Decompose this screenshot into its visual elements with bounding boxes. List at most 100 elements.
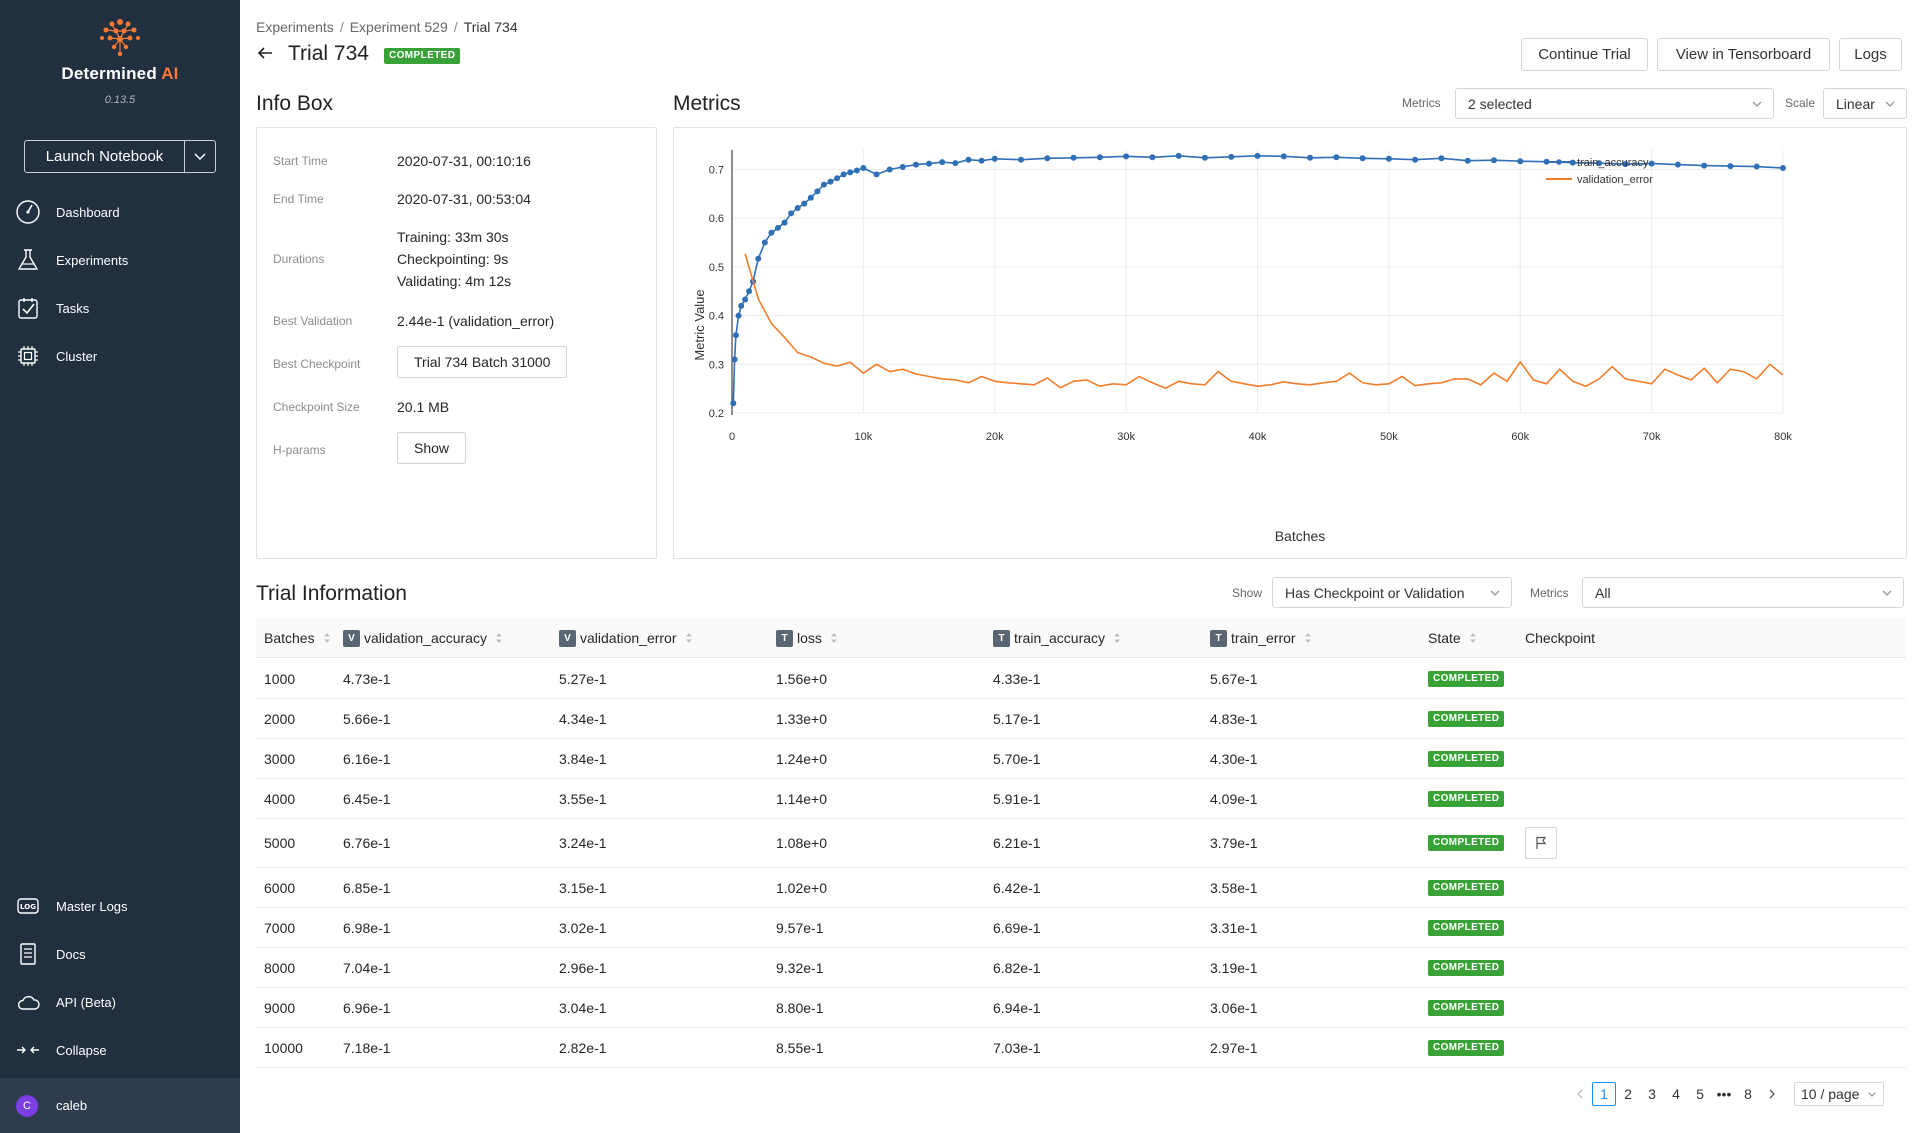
view-in-tensorboard-button[interactable]: View in Tensorboard xyxy=(1657,38,1830,71)
column-header-batches[interactable]: Batches xyxy=(264,618,331,658)
data-point-train-accuracy[interactable] xyxy=(761,239,768,246)
table-row[interactable]: 6000 6.85e-1 3.15e-1 1.02e+0 6.42e-1 3.58e-1 C… xyxy=(256,868,1906,908)
data-point-train-accuracy[interactable] xyxy=(1674,161,1681,168)
table-row[interactable]: 1000 4.73e-1 5.27e-1 1.56e+0 4.33e-1 5.67e-1 C… xyxy=(256,659,1906,699)
data-point-train-accuracy[interactable] xyxy=(1517,158,1524,165)
nav-experiments[interactable]: Experiments xyxy=(0,240,240,280)
table-row[interactable]: 2000 5.66e-1 4.34e-1 1.33e+0 5.17e-1 4.83e-1 C… xyxy=(256,699,1906,739)
sort-icon[interactable] xyxy=(1113,632,1121,644)
data-point-train-accuracy[interactable] xyxy=(801,200,808,207)
launch-notebook-dropdown[interactable] xyxy=(184,141,215,172)
back-arrow-icon[interactable] xyxy=(256,44,274,62)
page-button-4[interactable]: 4 xyxy=(1672,1086,1680,1102)
table-row[interactable]: 8000 7.04e-1 2.96e-1 9.32e-1 6.82e-1 3.19e-1 C… xyxy=(256,948,1906,988)
data-point-train-accuracy[interactable] xyxy=(873,171,880,178)
column-header-state[interactable]: State xyxy=(1428,618,1477,658)
sort-icon[interactable] xyxy=(1304,632,1312,644)
metrics-chart[interactable]: 0 10k 20k 30k 40k 50k 60k 70k 80k 0.2 0.3 0.4 0.5 0.6… xyxy=(674,128,1906,558)
breadcrumb-experiments[interactable]: Experiments xyxy=(256,19,334,35)
data-point-train-accuracy[interactable] xyxy=(1070,154,1077,161)
data-point-train-accuracy[interactable] xyxy=(1123,153,1130,160)
legend-label[interactable]: validation_error xyxy=(1577,174,1653,186)
sort-icon[interactable] xyxy=(1469,632,1477,644)
table-row[interactable]: 9000 6.96e-1 3.04e-1 8.80e-1 6.94e-1 3.06e-1 C… xyxy=(256,988,1906,1028)
data-point-train-accuracy[interactable] xyxy=(1438,155,1445,162)
data-point-train-accuracy[interactable] xyxy=(1149,154,1156,161)
data-point-train-accuracy[interactable] xyxy=(807,194,814,201)
data-point-train-accuracy[interactable] xyxy=(952,160,959,167)
nav-cluster[interactable]: Cluster xyxy=(0,336,240,376)
data-point-train-accuracy[interactable] xyxy=(912,161,919,168)
data-point-train-accuracy[interactable] xyxy=(1412,156,1419,163)
data-point-train-accuracy[interactable] xyxy=(840,171,847,178)
data-point-train-accuracy[interactable] xyxy=(853,167,860,174)
data-point-train-accuracy[interactable] xyxy=(731,356,738,363)
table-row[interactable]: 7000 6.98e-1 3.02e-1 9.57e-1 6.69e-1 3.31e-1 C… xyxy=(256,908,1906,948)
data-point-train-accuracy[interactable] xyxy=(1780,165,1786,172)
page-button-3[interactable]: 3 xyxy=(1648,1086,1656,1102)
breadcrumb-experiment[interactable]: Experiment 529 xyxy=(349,19,448,35)
checkpoint-button[interactable] xyxy=(1525,827,1557,859)
prev-page-button[interactable] xyxy=(1568,1082,1592,1106)
scale-select[interactable]: Linear xyxy=(1823,88,1907,119)
data-point-train-accuracy[interactable] xyxy=(820,181,827,188)
data-point-train-accuracy[interactable] xyxy=(1333,154,1340,161)
data-point-train-accuracy[interactable] xyxy=(1307,154,1314,161)
data-point-train-accuracy[interactable] xyxy=(991,155,998,162)
data-point-train-accuracy[interactable] xyxy=(899,164,906,171)
best-checkpoint-button[interactable]: Trial 734 Batch 31000 xyxy=(397,346,568,378)
data-point-train-accuracy[interactable] xyxy=(1201,154,1208,161)
data-point-train-accuracy[interactable] xyxy=(738,302,745,309)
data-point-train-accuracy[interactable] xyxy=(1464,157,1471,164)
nav-api[interactable]: API (Beta) xyxy=(0,982,240,1022)
table-row[interactable]: 10000 7.18e-1 2.82e-1 8.55e-1 7.03e-1 2.97e-1… xyxy=(256,1028,1906,1068)
data-point-train-accuracy[interactable] xyxy=(860,165,867,172)
data-point-train-accuracy[interactable] xyxy=(1596,160,1603,167)
data-point-train-accuracy[interactable] xyxy=(1044,155,1051,162)
data-point-train-accuracy[interactable] xyxy=(735,312,742,319)
page-button-1[interactable]: 1 xyxy=(1592,1082,1616,1106)
continue-trial-button[interactable]: Continue Trial xyxy=(1521,38,1648,71)
data-point-train-accuracy[interactable] xyxy=(746,288,753,295)
data-point-train-accuracy[interactable] xyxy=(1648,160,1655,167)
table-row[interactable]: 5000 6.76e-1 3.24e-1 1.08e+0 6.21e-1 3.79e-1 C… xyxy=(256,819,1906,868)
data-point-train-accuracy[interactable] xyxy=(768,229,775,236)
nav-tasks[interactable]: Tasks xyxy=(0,288,240,328)
page-button-2[interactable]: 2 xyxy=(1624,1086,1632,1102)
data-point-train-accuracy[interactable] xyxy=(1018,156,1025,163)
metrics-filter-select[interactable]: All xyxy=(1582,577,1904,608)
data-point-train-accuracy[interactable] xyxy=(788,210,795,217)
data-point-train-accuracy[interactable] xyxy=(1175,152,1182,159)
data-point-train-accuracy[interactable] xyxy=(1727,163,1734,170)
series-line-train-accuracy[interactable] xyxy=(732,154,1784,404)
series-line-validation-error[interactable] xyxy=(744,253,1784,390)
table-row[interactable]: 3000 6.16e-1 3.84e-1 1.24e+0 5.70e-1 4.30e-1 C… xyxy=(256,739,1906,779)
show-filter-select[interactable]: Has Checkpoint or Validation xyxy=(1272,577,1512,608)
data-point-train-accuracy[interactable] xyxy=(732,332,739,339)
nav-docs[interactable]: Docs xyxy=(0,934,240,974)
table-row[interactable]: 4000 6.45e-1 3.55e-1 1.14e+0 5.91e-1 4.09e-1 C… xyxy=(256,779,1906,819)
user-menu[interactable]: C caleb xyxy=(0,1078,240,1133)
page-ellipsis[interactable]: ••• xyxy=(1716,1086,1732,1102)
next-page-button[interactable] xyxy=(1760,1082,1784,1106)
data-point-train-accuracy[interactable] xyxy=(1385,155,1392,162)
data-point-train-accuracy[interactable] xyxy=(814,188,821,195)
page-button-5[interactable]: 5 xyxy=(1696,1086,1704,1102)
data-point-train-accuracy[interactable] xyxy=(1753,163,1760,170)
sort-icon[interactable] xyxy=(830,632,838,644)
data-point-train-accuracy[interactable] xyxy=(742,296,749,303)
column-header-checkpoint[interactable]: Checkpoint xyxy=(1525,618,1595,658)
page-button-8[interactable]: 8 xyxy=(1744,1086,1752,1102)
nav-master-logs[interactable]: LOG Master Logs xyxy=(0,886,240,926)
data-point-train-accuracy[interactable] xyxy=(794,204,801,211)
data-point-train-accuracy[interactable] xyxy=(730,400,737,407)
brand-logo[interactable]: Determined AI 0.13.5 xyxy=(0,16,240,106)
data-point-train-accuracy[interactable] xyxy=(1096,154,1103,161)
data-point-train-accuracy[interactable] xyxy=(847,169,854,176)
data-point-train-accuracy[interactable] xyxy=(755,255,762,262)
sort-icon[interactable] xyxy=(323,632,331,644)
